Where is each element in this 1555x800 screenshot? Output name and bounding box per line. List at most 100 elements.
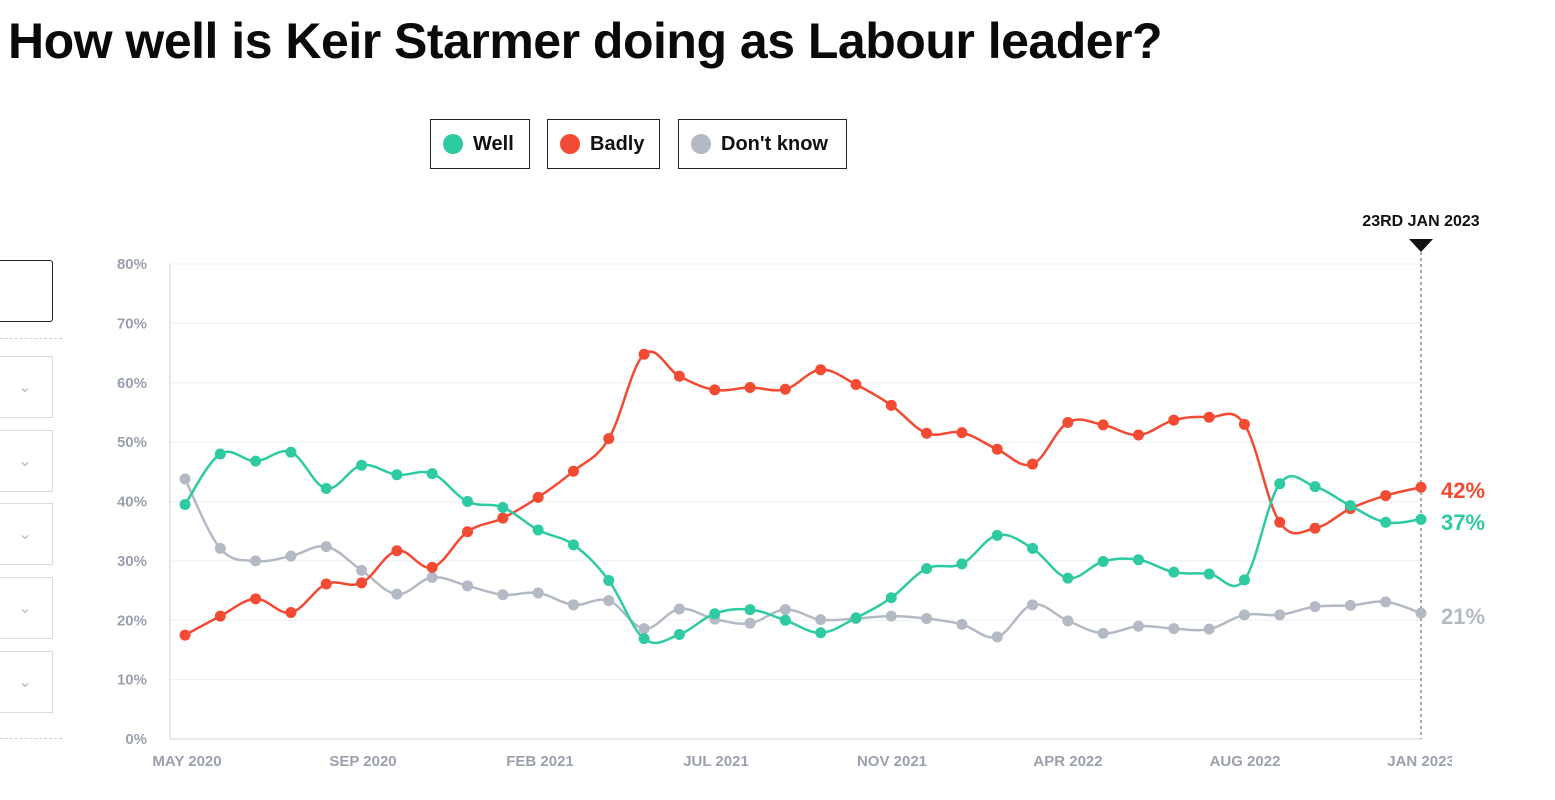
sidebar-dropdown-2[interactable]: ⌄ [0,430,53,492]
data-point-badly[interactable] [1274,516,1286,528]
data-point-don-t-know[interactable] [179,473,191,485]
data-point-don-t-know[interactable] [673,603,685,615]
data-point-don-t-know[interactable] [320,541,332,553]
data-point-don-t-know[interactable] [991,631,1003,643]
data-point-badly[interactable] [320,578,332,590]
data-point-don-t-know[interactable] [391,588,403,600]
data-point-well[interactable] [850,612,862,624]
data-point-well[interactable] [709,608,721,620]
data-point-badly[interactable] [497,512,509,524]
data-point-well[interactable] [497,501,509,513]
data-point-don-t-know[interactable] [779,604,791,616]
data-point-well[interactable] [214,448,226,460]
data-point-badly[interactable] [179,629,191,641]
data-point-well[interactable] [991,529,1003,541]
data-point-badly[interactable] [744,382,756,393]
data-point-well[interactable] [1097,555,1109,567]
data-point-don-t-know[interactable] [921,612,933,624]
data-point-don-t-know[interactable] [1062,615,1074,627]
data-point-don-t-know[interactable] [815,614,827,626]
legend-item-badly[interactable]: Badly [547,119,660,169]
data-point-don-t-know[interactable] [1415,607,1427,619]
data-point-well[interactable] [885,592,897,604]
data-point-well[interactable] [1274,478,1286,490]
data-point-well[interactable] [1203,568,1215,580]
sidebar-dropdown-4[interactable]: ⌄ [0,577,53,639]
data-point-don-t-know[interactable] [1344,599,1356,611]
sidebar-select-box[interactable] [0,260,53,322]
data-point-well[interactable] [1238,574,1250,586]
data-point-don-t-know[interactable] [1097,627,1109,639]
data-point-well[interactable] [1415,513,1427,525]
data-point-badly[interactable] [1309,522,1321,534]
data-point-badly[interactable] [214,610,226,622]
data-point-well[interactable] [1132,554,1144,566]
data-point-badly[interactable] [779,383,791,395]
data-point-well[interactable] [391,469,403,481]
data-point-well[interactable] [532,524,544,536]
data-point-badly[interactable] [603,433,615,445]
data-point-don-t-know[interactable] [250,555,262,567]
data-point-don-t-know[interactable] [1380,596,1392,608]
data-point-don-t-know[interactable] [1168,623,1180,635]
data-point-well[interactable] [638,633,650,645]
sidebar-dropdown-5[interactable]: ⌄ [0,651,53,713]
data-point-don-t-know[interactable] [497,589,509,601]
data-point-well[interactable] [1309,481,1321,493]
data-point-well[interactable] [815,627,827,639]
data-point-badly[interactable] [567,465,579,477]
data-point-badly[interactable] [885,399,897,411]
data-point-badly[interactable] [673,370,685,382]
data-point-badly[interactable] [1097,419,1109,431]
sidebar-dropdown-3[interactable]: ⌄ [0,503,53,565]
data-point-don-t-know[interactable] [1309,601,1321,613]
data-point-well[interactable] [320,482,332,494]
data-point-well[interactable] [603,574,615,586]
data-point-well[interactable] [744,604,756,616]
data-point-well[interactable] [426,468,438,480]
data-point-don-t-know[interactable] [462,580,474,592]
data-point-badly[interactable] [285,607,297,619]
data-point-badly[interactable] [356,577,368,589]
data-point-don-t-know[interactable] [885,610,897,622]
data-point-well[interactable] [356,459,368,471]
data-point-badly[interactable] [638,348,650,360]
data-point-well[interactable] [179,498,191,510]
data-point-badly[interactable] [1203,411,1215,423]
data-point-badly[interactable] [250,593,262,605]
data-point-badly[interactable] [991,443,1003,455]
data-point-don-t-know[interactable] [567,599,579,611]
data-point-well[interactable] [1168,566,1180,578]
data-point-don-t-know[interactable] [638,623,650,635]
data-point-badly[interactable] [426,561,438,573]
data-point-badly[interactable] [1027,458,1039,470]
data-point-badly[interactable] [850,379,862,391]
data-point-well[interactable] [1027,542,1039,554]
data-point-badly[interactable] [1132,429,1144,441]
data-point-well[interactable] [779,614,791,626]
data-point-badly[interactable] [815,364,827,376]
data-point-badly[interactable] [532,491,544,503]
data-point-don-t-know[interactable] [426,572,438,583]
data-point-badly[interactable] [391,545,403,557]
legend-item-well[interactable]: Well [430,119,530,169]
legend-item-dont-know[interactable]: Don't know [678,119,847,169]
data-point-well[interactable] [921,563,933,575]
data-point-don-t-know[interactable] [356,564,368,576]
data-point-badly[interactable] [1168,414,1180,426]
data-point-don-t-know[interactable] [744,617,756,629]
data-point-badly[interactable] [1415,481,1427,493]
data-point-well[interactable] [1380,516,1392,528]
data-point-well[interactable] [250,455,262,467]
data-point-badly[interactable] [921,427,933,439]
data-point-don-t-know[interactable] [1203,623,1215,635]
data-point-well[interactable] [567,539,579,551]
data-point-well[interactable] [1062,572,1074,584]
data-point-don-t-know[interactable] [1132,620,1144,632]
data-point-badly[interactable] [956,427,968,439]
data-point-don-t-know[interactable] [532,587,544,599]
data-point-don-t-know[interactable] [285,550,297,562]
data-point-well[interactable] [1344,500,1356,512]
data-point-don-t-know[interactable] [603,595,615,607]
sidebar-dropdown-1[interactable]: ⌄ [0,356,53,418]
